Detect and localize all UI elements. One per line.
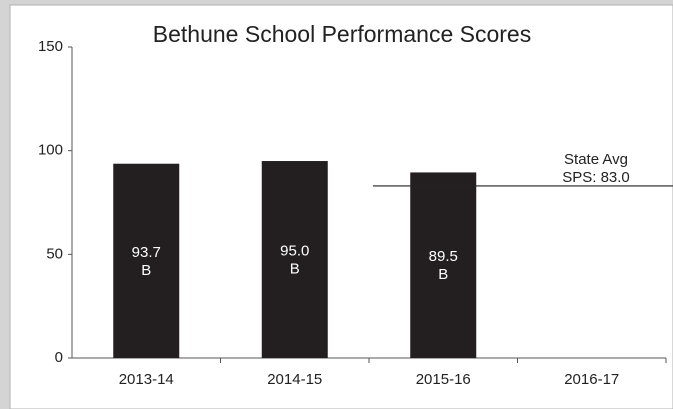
y-tick-label: 100 [38, 142, 63, 159]
bar [113, 163, 180, 358]
bar [410, 172, 477, 358]
grade-label: B [141, 262, 151, 279]
data-label: 89.5 [429, 248, 458, 265]
grade-label: B [290, 260, 300, 277]
panel [9, 4, 673, 409]
data-label: 93.7 [132, 244, 161, 261]
chart-title: Bethune School Performance Scores [153, 21, 531, 47]
bar [261, 161, 328, 358]
grade-label: B [438, 266, 448, 283]
y-tick-label: 0 [55, 349, 63, 366]
data-label: 95.0 [280, 242, 309, 259]
y-tick-label: 50 [46, 245, 63, 262]
x-tick-label: 2014-15 [267, 371, 322, 388]
reference-label: SPS: 83.0 [562, 169, 630, 186]
y-tick-label: 150 [38, 38, 63, 55]
x-tick-label: 2013-14 [119, 371, 174, 388]
x-tick-label: 2015-16 [416, 371, 471, 388]
reference-label: State Avg [564, 151, 628, 168]
x-tick-label: 2016-17 [564, 371, 619, 388]
